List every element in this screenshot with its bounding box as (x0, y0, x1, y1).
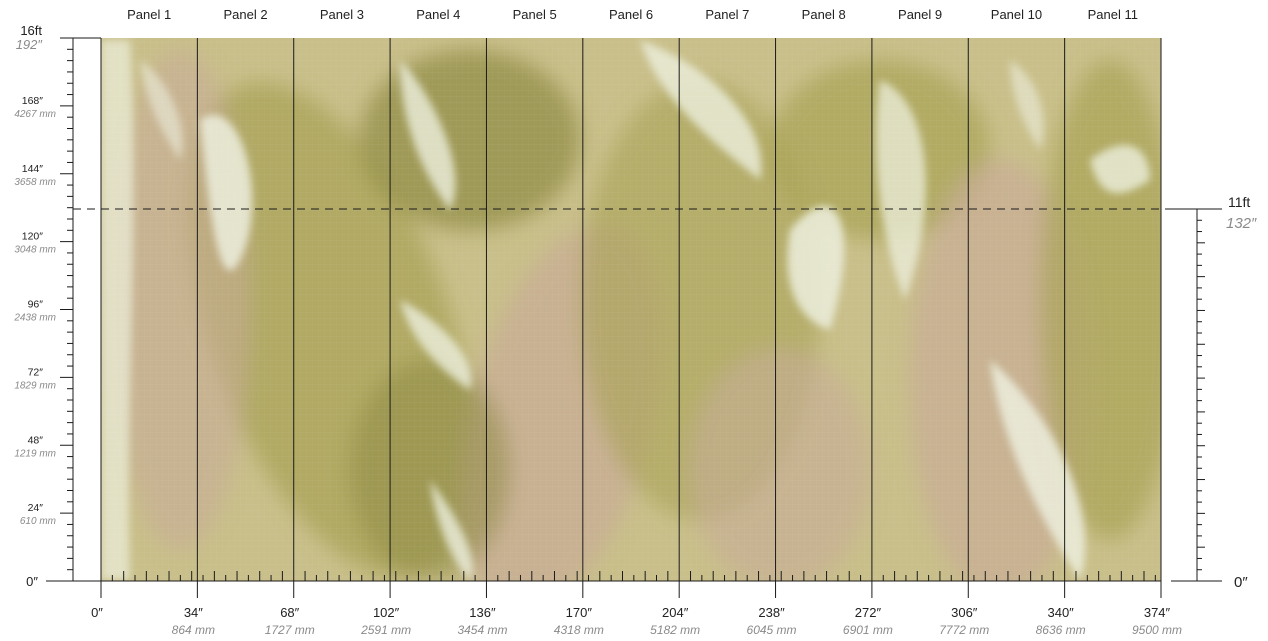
bottom-scale-label-inches: 170″ (566, 605, 593, 620)
bottom-scale-label-mm: 1727 mm (265, 623, 315, 637)
right-scale-zero-label: 0″ (1234, 574, 1248, 591)
panel-label-3: Panel 3 (320, 7, 364, 22)
left-scale-label-mm: 3048 mm (14, 245, 56, 256)
bottom-scale-label-mm: 7772 mm (939, 623, 989, 637)
bottom-scale-label-inches: 374″ (1144, 605, 1171, 620)
left-scale-label-inches: 48″ (28, 434, 44, 446)
bottom-scale-label-inches: 34″ (184, 605, 203, 620)
left-scale-label-mm: 2438 mm (13, 313, 56, 324)
bottom-scale-label-inches: 272″ (855, 605, 882, 620)
bottom-scale-label-mm: 4318 mm (554, 623, 604, 637)
bottom-scale-label-inches: 340″ (1047, 605, 1074, 620)
mural-artwork (101, 38, 1180, 636)
bottom-scale-label-inches: 68″ (280, 605, 299, 620)
panel-label-4: Panel 4 (416, 7, 460, 22)
bottom-scale-label-mm: 9500 mm (1132, 623, 1182, 637)
left-scale-label-inches: 96″ (28, 299, 44, 311)
panel-label-10: Panel 10 (991, 7, 1042, 22)
right-scale-in-label: 132″ (1226, 215, 1257, 232)
bottom-scale-label-mm: 3454 mm (457, 623, 507, 637)
bottom-scale-label-inches: 306″ (951, 605, 978, 620)
bottom-scale-label-inches: 136″ (469, 605, 496, 620)
left-scale-top-ft: 16ft (20, 23, 42, 38)
panel-label-9: Panel 9 (898, 7, 942, 22)
panel-label-5: Panel 5 (513, 7, 557, 22)
bottom-scale-label-inches: 204″ (662, 605, 689, 620)
left-scale-label-inches: 144″ (22, 163, 44, 175)
left-scale-label-inches: 24″ (28, 502, 44, 514)
left-scale-top-in: 192″ (16, 37, 43, 52)
panel-label-7: Panel 7 (705, 7, 749, 22)
left-scale-label-mm: 3658 mm (14, 177, 56, 188)
left-scale-label-mm: 1219 mm (14, 448, 56, 459)
bottom-scale-label-inches: 238″ (758, 605, 785, 620)
panel-label-1: Panel 1 (127, 7, 171, 22)
left-scale-label-mm: 1829 mm (14, 380, 56, 391)
panel-label-2: Panel 2 (223, 7, 267, 22)
left-scale-minor-ticks (60, 49, 73, 569)
left-scale-marks: 168″ 4267 mm 144″ 3658 mm 120″ 3048 mm 96″ 2438… (13, 95, 56, 527)
bottom-width-scale: 0″ 34″ 864 mm 68″ 1727 mm 102″ 2591 mm 136″ 3454… (91, 571, 1182, 637)
bottom-scale-label-mm: 8636 mm (1036, 623, 1086, 637)
bottom-scale-label-inches: 0″ (91, 605, 103, 620)
bottom-scale-label-inches: 102″ (373, 605, 400, 620)
bottom-scale-label-mm: 2591 mm (360, 623, 411, 637)
left-scale-label-inches: 120″ (22, 231, 44, 243)
bottom-scale-label-mm: 6045 mm (747, 623, 797, 637)
panel-label-11: Panel 11 (1088, 7, 1138, 22)
bottom-scale-label-mm: 5182 mm (650, 623, 700, 637)
left-scale-label-mm: 4267 mm (14, 109, 56, 120)
bottom-scale-label-mm: 6901 mm (843, 623, 893, 637)
right-scale-minor-ticks (1197, 220, 1205, 569)
left-height-scale: 16ft 192″ 0″ 168″ 4267 mm 144″ 3658 mm 120″ 3… (13, 23, 101, 589)
right-scale-ft-label: 11ft (1228, 194, 1250, 210)
left-scale-label-inches: 72″ (28, 366, 44, 378)
panel-label-8: Panel 8 (802, 7, 846, 22)
left-scale-zero-label: 0″ (26, 574, 38, 589)
bottom-scale-marks: 0″ 34″ 864 mm 68″ 1727 mm 102″ 2591 mm 136″ 3454… (91, 581, 1182, 637)
panel-labels: Panel 1 Panel 2 Panel 3 Panel 4 Panel 5 Panel… (127, 7, 1138, 22)
left-scale-label-inches: 168″ (22, 95, 44, 107)
panel-label-6: Panel 6 (609, 7, 653, 22)
bottom-scale-label-mm: 864 mm (172, 623, 215, 637)
left-scale-label-mm: 610 mm (20, 516, 56, 527)
